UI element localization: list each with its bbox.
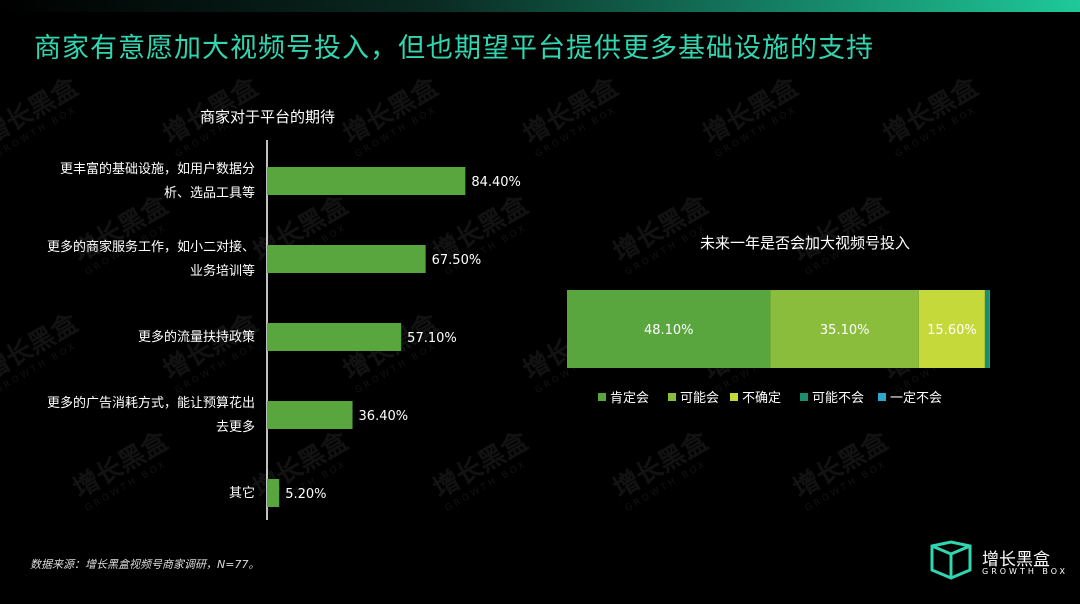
- category-label: 析、选品工具等: [164, 185, 255, 201]
- bar-value-label: 84.40%: [471, 175, 521, 190]
- category-label: 更多的商家服务工作，如小二对接、: [47, 239, 255, 255]
- page-title: 商家有意愿加大视频号投入，但也期望平台提供更多基础设施的支持: [34, 33, 874, 64]
- right-chart-title: 未来一年是否会加大视频号投入: [700, 234, 911, 252]
- segment-value-label: 35.10%: [820, 323, 870, 338]
- legend-swatch: [800, 393, 808, 401]
- stacked-segment: [984, 290, 990, 368]
- category-label: 业务培训等: [190, 263, 255, 279]
- category-label: 其它: [229, 485, 255, 501]
- segment-value-label: 48.10%: [644, 323, 694, 338]
- legend-swatch: [878, 393, 886, 401]
- segment-value-label: 15.60%: [927, 323, 977, 338]
- top-gradient-bar: [0, 0, 1080, 12]
- bar: [267, 245, 426, 273]
- legend-label: 一定不会: [890, 391, 942, 406]
- left-chart-title: 商家对于平台的期待: [200, 108, 336, 126]
- bar: [267, 323, 402, 351]
- bar-value-label: 57.10%: [407, 331, 457, 346]
- bar-value-label: 36.40%: [359, 409, 409, 424]
- legend-label: 不确定: [742, 391, 781, 406]
- legend-label: 可能会: [680, 391, 719, 406]
- category-label: 更多的广告消耗方式，能让预算花出: [47, 395, 255, 411]
- bar: [267, 167, 466, 195]
- legend-swatch: [598, 393, 606, 401]
- bar: [267, 401, 353, 429]
- data-source-note: 数据来源：增长黑盒视频号商家调研，N=77。: [30, 558, 260, 571]
- legend-swatch: [668, 393, 676, 401]
- legend-swatch: [730, 393, 738, 401]
- bar-value-label: 67.50%: [432, 253, 482, 268]
- category-label: 更丰富的基础设施，如用户数据分: [60, 161, 255, 177]
- stacked-segment: [567, 290, 771, 368]
- stacked-segment: [770, 290, 919, 368]
- bar-value-label: 5.20%: [285, 487, 326, 502]
- legend-label: 可能不会: [812, 391, 864, 406]
- logo-subtext: GROWTH BOX: [982, 567, 1069, 576]
- investment-stacked-chart: 48.10% 35.10% 15.60% 肯定会 可能会 不确定 可能不会 一定不会: [567, 290, 990, 406]
- stacked-segment: [918, 290, 985, 368]
- logo-text: 增长黑盒: [982, 550, 1050, 570]
- legend-label: 肯定会: [610, 391, 649, 406]
- category-label: 更多的流量扶持政策: [138, 329, 255, 345]
- growth-box-logo-icon: [930, 540, 972, 580]
- bar: [267, 479, 280, 507]
- stacked-segment: [989, 290, 990, 368]
- category-label: 去更多: [216, 419, 255, 435]
